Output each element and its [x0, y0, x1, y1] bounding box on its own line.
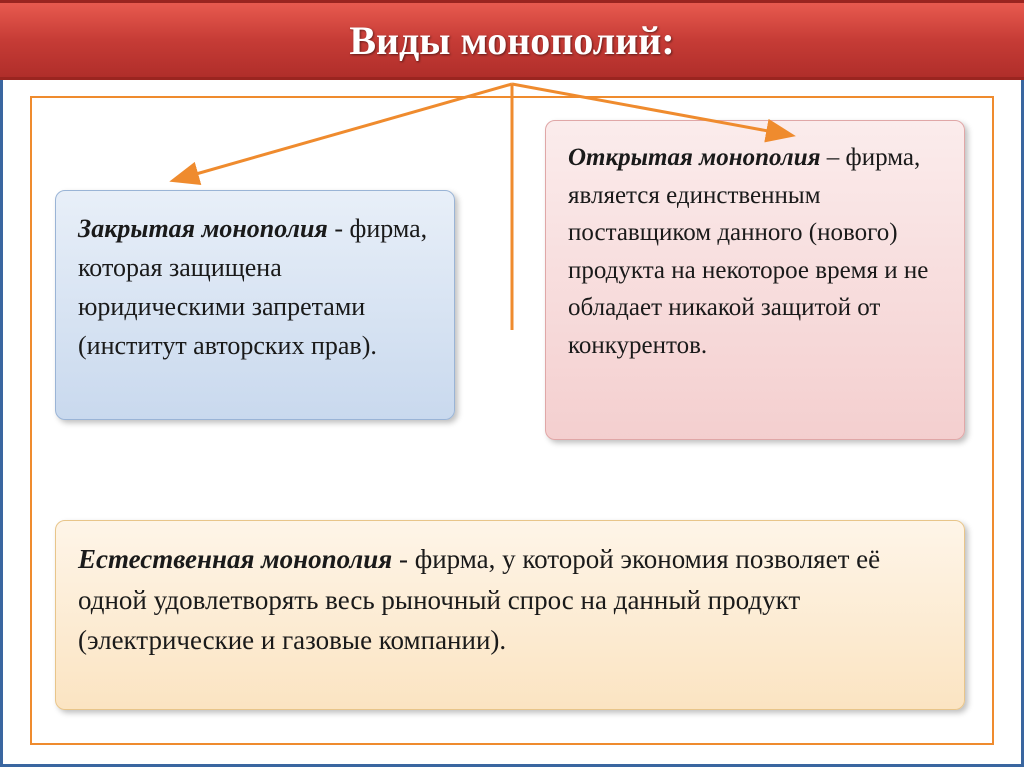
box-natural-monopoly: Естественная монополия - фирма, у которо… [55, 520, 965, 710]
box-open-monopoly: Открытая монополия – фирма, является еди… [545, 120, 965, 440]
title-bar: Виды монополий: [0, 0, 1024, 80]
slide-title: Виды монополий: [349, 17, 674, 64]
text-open: – фирма, является единственным поставщик… [568, 144, 928, 359]
term-open: Открытая монополия [568, 144, 821, 171]
term-natural: Естественная монополия [78, 544, 392, 574]
box-closed-monopoly: Закрытая монополия - фирма, которая защи… [55, 190, 455, 420]
term-closed: Закрытая монополия [78, 214, 328, 243]
